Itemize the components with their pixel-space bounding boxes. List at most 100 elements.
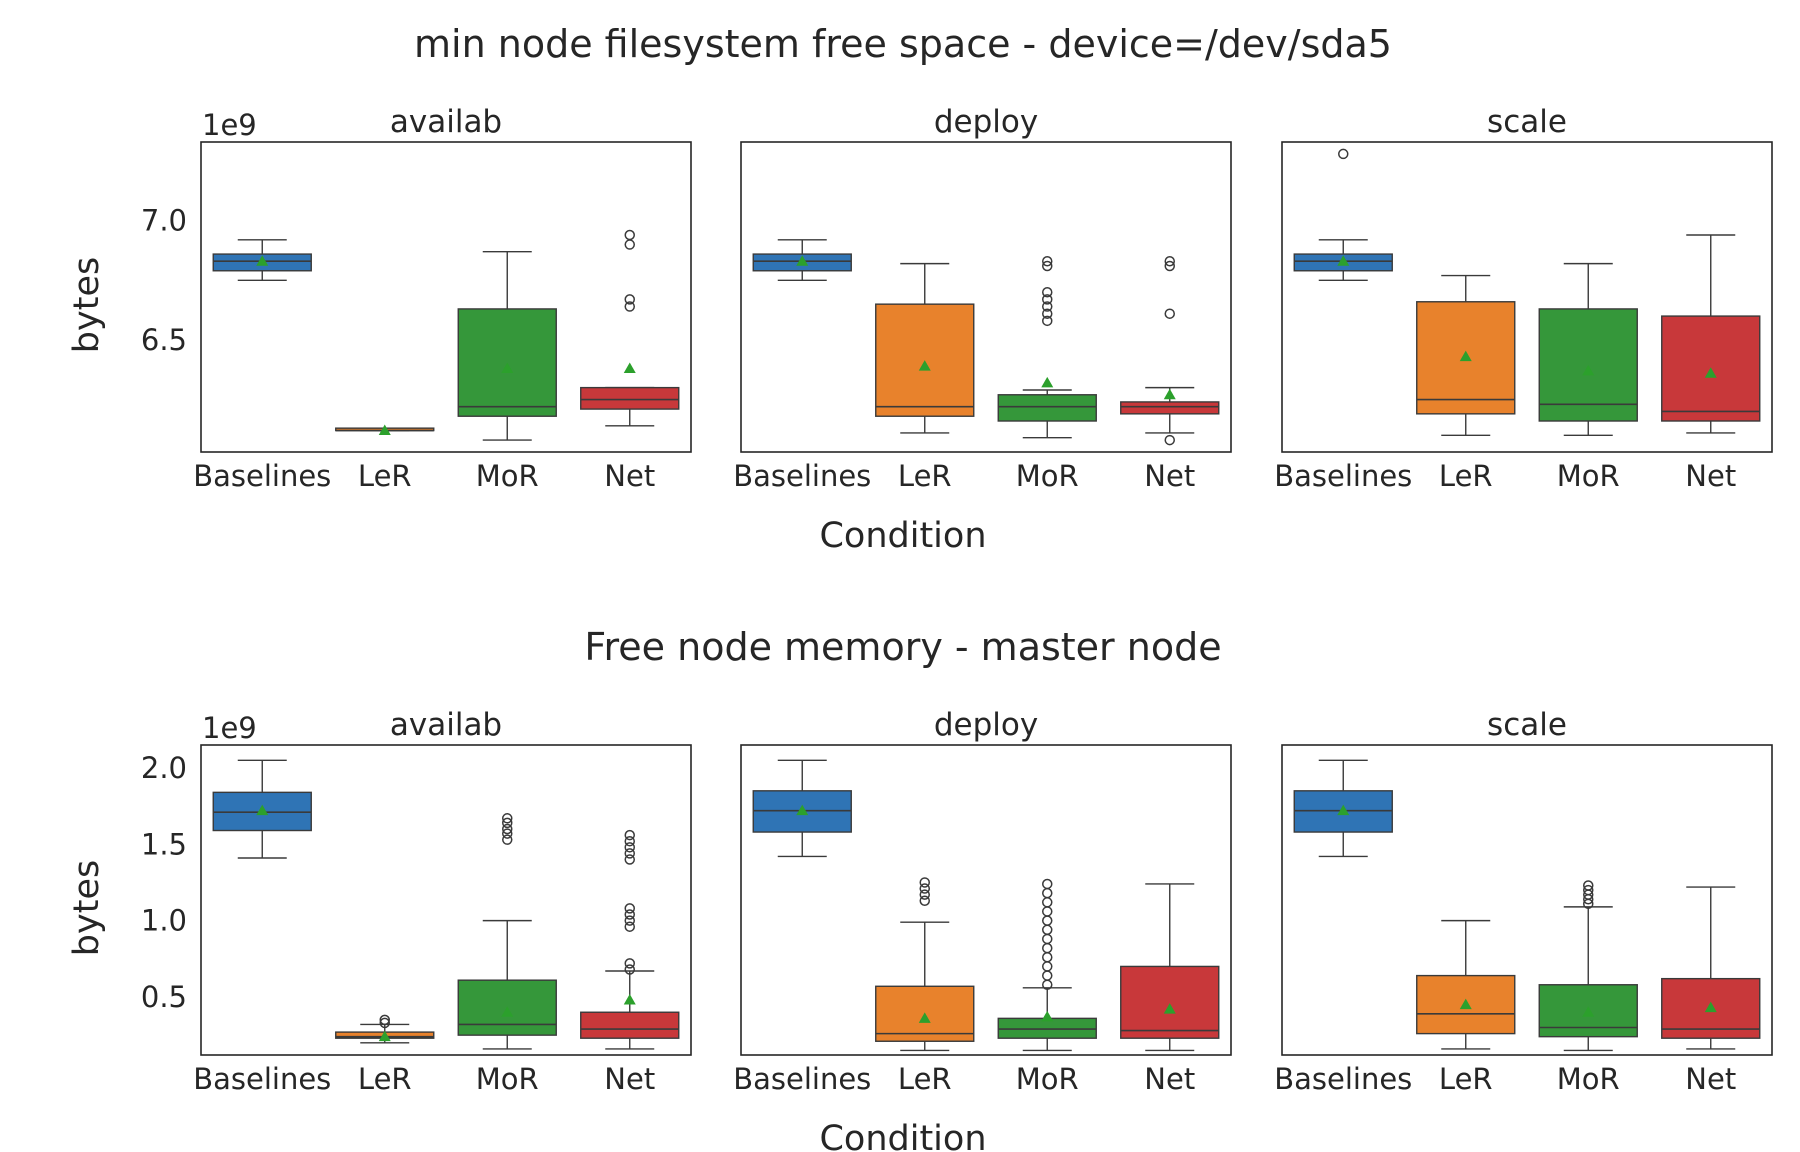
mean-marker xyxy=(501,362,514,374)
box-LeR xyxy=(335,424,435,436)
box-Net xyxy=(1120,883,1220,1052)
box-MoR xyxy=(457,813,557,1050)
outlier-point xyxy=(624,921,635,932)
mean-marker xyxy=(256,804,269,816)
outlier-point xyxy=(502,813,513,824)
x-tick-label: Baselines xyxy=(1274,459,1412,493)
outlier-point xyxy=(1164,308,1175,319)
chart-title: min node filesystem free space - device=… xyxy=(414,22,1392,66)
x-tick-label: MoR xyxy=(476,1062,539,1096)
box-Baselines xyxy=(752,759,852,858)
box-MoR xyxy=(997,878,1097,1052)
box-Baselines xyxy=(1293,759,1393,858)
outlier-point xyxy=(1042,887,1053,899)
outlier-point xyxy=(1042,294,1053,305)
x-tick-label: Net xyxy=(1144,459,1195,493)
x-axis-label: Condition xyxy=(819,516,986,556)
x-tick-label: MoR xyxy=(1557,459,1620,493)
box-LeR xyxy=(1416,919,1516,1050)
outlier-point xyxy=(624,903,635,914)
mean-marker xyxy=(1459,998,1472,1010)
subplot-title: availab xyxy=(390,707,502,743)
y-tick-label: 7.0 xyxy=(141,204,187,238)
box-LeR xyxy=(335,1014,435,1044)
outlier-point xyxy=(1042,308,1053,319)
outlier-point xyxy=(624,909,635,920)
outlier-point xyxy=(1042,260,1053,272)
outlier-point xyxy=(1164,260,1175,272)
subplot-deploy: deploy Baselines LeR MoR Net xyxy=(733,104,1232,493)
chart-fs-free-space: min node filesystem free space - device=… xyxy=(67,22,1773,556)
x-tick-label: Baselines xyxy=(733,1062,871,1096)
outlier-point xyxy=(624,229,635,241)
y-tick-label: 6.5 xyxy=(141,323,187,357)
mean-marker xyxy=(1041,376,1054,388)
outlier-point xyxy=(624,964,635,975)
outlier-point xyxy=(919,877,930,888)
mean-marker xyxy=(1337,255,1350,266)
x-axis-label: Condition xyxy=(819,1119,986,1152)
x-tick-label: Baselines xyxy=(733,459,871,493)
y-axis-label: bytes xyxy=(67,257,107,353)
outlier-point xyxy=(1042,255,1053,267)
outlier-point xyxy=(624,829,635,841)
x-tick-label: Net xyxy=(1685,459,1736,493)
box-LeR xyxy=(875,877,975,1052)
subplot-availab: availab 6.5 7.0 Baselines LeR MoR Net xyxy=(141,104,692,493)
mean-marker xyxy=(623,994,636,1005)
box-body xyxy=(1120,401,1220,415)
subplot-title: scale xyxy=(1487,104,1567,140)
outlier-point xyxy=(379,1017,390,1029)
box-Baselines xyxy=(212,759,312,859)
outlier-point xyxy=(1042,301,1053,312)
outlier-point xyxy=(1338,148,1349,160)
outlier-point xyxy=(1042,952,1053,963)
plot-frame xyxy=(740,141,1232,453)
x-tick-label: Net xyxy=(1685,1062,1736,1096)
outlier-point xyxy=(624,301,635,312)
outlier-point xyxy=(502,834,513,845)
plot-frame xyxy=(1281,141,1773,453)
y-axis-label: bytes xyxy=(67,860,107,956)
subplot-deploy: deploy Baselines LeR MoR Net xyxy=(733,707,1232,1096)
outlier-point xyxy=(379,1014,390,1026)
outlier-point xyxy=(1164,255,1175,267)
plot-frame xyxy=(1281,744,1773,1056)
mean-marker xyxy=(1582,364,1595,376)
outlier-point xyxy=(1042,897,1053,908)
outlier-point xyxy=(1042,286,1053,298)
x-tick-label: LeR xyxy=(1439,459,1493,493)
box-body xyxy=(875,303,975,417)
box-Net xyxy=(1661,886,1761,1050)
outlier-point xyxy=(624,835,635,847)
x-tick-label: MoR xyxy=(1016,459,1079,493)
plot-frame xyxy=(740,744,1232,1056)
outlier-point xyxy=(1583,880,1594,891)
box-LeR xyxy=(1416,274,1516,437)
box-body xyxy=(1538,308,1638,422)
subplot-scale: scale Baselines LeR MoR Net xyxy=(1274,707,1773,1096)
box-Baselines xyxy=(212,239,312,282)
outlier-point xyxy=(1042,961,1053,972)
x-tick-label: LeR xyxy=(358,459,412,493)
box-Net xyxy=(1120,255,1220,446)
outlier-point xyxy=(502,828,513,839)
y-offset-label: 1e9 xyxy=(202,108,257,142)
x-tick-label: LeR xyxy=(898,459,952,493)
box-MoR xyxy=(1538,880,1638,1052)
plot-frame xyxy=(200,141,692,453)
x-tick-label: LeR xyxy=(898,1062,952,1096)
y-tick-label: 1.0 xyxy=(141,904,187,938)
subplot-scale: scale Baselines LeR MoR Net xyxy=(1274,104,1773,493)
mean-marker xyxy=(918,1012,931,1023)
mean-marker xyxy=(1704,1001,1717,1013)
box-MoR xyxy=(457,250,557,441)
mean-marker xyxy=(796,804,809,816)
chart-free-node-memory: Free node memory - master node bytes Con… xyxy=(67,625,1773,1152)
x-tick-label: Net xyxy=(1144,1062,1195,1096)
mean-marker xyxy=(1163,1003,1176,1014)
outlier-point xyxy=(1583,884,1594,896)
mean-marker xyxy=(378,1030,391,1042)
x-tick-label: MoR xyxy=(476,459,539,493)
